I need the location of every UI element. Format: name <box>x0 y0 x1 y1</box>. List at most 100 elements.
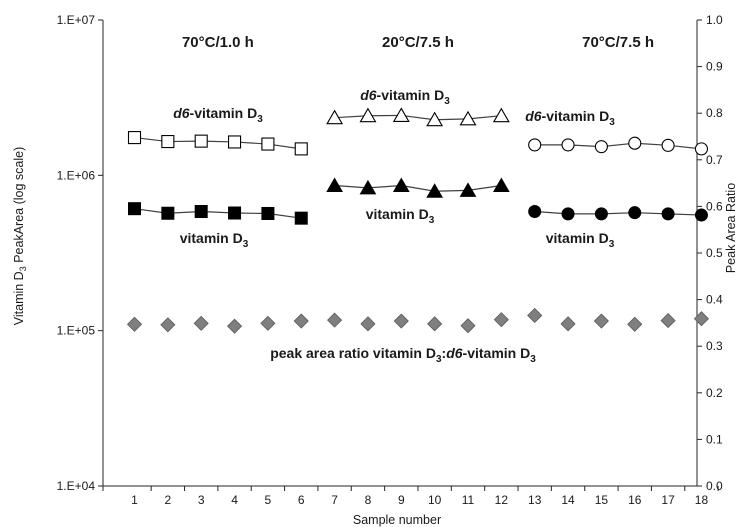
open-circle-marker <box>528 138 542 152</box>
series-line <box>534 142 702 150</box>
filled-square-marker <box>161 206 175 220</box>
diamond-marker <box>327 312 343 328</box>
series-line <box>534 210 702 216</box>
x-tick-label: 12 <box>495 493 509 507</box>
x-tick-label: 9 <box>398 493 405 507</box>
diamond-marker <box>126 316 143 332</box>
condition-header-2: 20°C/7.5 h <box>382 34 454 51</box>
diamond-marker <box>160 317 176 333</box>
open-circle-marker <box>661 138 675 152</box>
series-diamond <box>126 307 710 334</box>
y-right-tick-label: 0.6 <box>706 199 723 213</box>
series-filled-square <box>128 202 308 225</box>
diamond-marker <box>226 318 243 334</box>
x-tick-label: 10 <box>428 493 442 507</box>
series-open-triangle <box>326 107 510 127</box>
x-tick-label: 7 <box>331 493 338 507</box>
filled-square-marker <box>261 206 275 220</box>
y-right-tick-label: 1.0 <box>706 13 723 27</box>
tick-labels: 1.E+04 1.E+05 1.E+06 1.E+07 0.0 0.1 0.2 0.3 0.4 0… <box>57 13 723 507</box>
series-line <box>134 136 302 150</box>
open-square-marker <box>194 134 208 148</box>
y-left-tick-label: 1.E+06 <box>57 168 96 182</box>
diamond-marker <box>293 313 309 329</box>
y-right-tick-label: 0.0 <box>706 479 723 493</box>
annotation-d6-1: d6-vitamin D3 <box>173 105 263 125</box>
filled-triangle-marker <box>392 177 410 193</box>
y-right-tick-label: 0.1 <box>706 432 723 446</box>
y-left-tick-label: 1.E+07 <box>57 13 96 27</box>
diamond-marker <box>660 313 676 329</box>
condition-header-1: 70°C/1.0 h <box>182 34 254 51</box>
diamond-marker <box>493 312 509 328</box>
condition-headers: 70°C/1.0 h 20°C/7.5 h 70°C/7.5 h <box>182 34 654 51</box>
x-tick-label: 8 <box>365 493 372 507</box>
y-right-tick-label: 0.3 <box>706 339 723 353</box>
condition-header-3: 70°C/7.5 h <box>582 34 654 51</box>
x-axis-title: Sample number <box>353 513 441 527</box>
open-triangle-marker <box>392 107 410 122</box>
axes <box>98 19 719 491</box>
diamond-marker <box>560 316 576 332</box>
open-square-marker <box>228 135 242 149</box>
y-right-tick-label: 0.4 <box>706 293 723 307</box>
x-tick-label: 13 <box>528 493 542 507</box>
open-triangle-marker <box>359 107 377 123</box>
diamond-marker <box>593 313 609 329</box>
annotation-d6-2: d6-vitamin D3 <box>360 87 450 107</box>
y-axis-title-right: Peak Area Ratio <box>724 183 738 273</box>
annotations: d6-vitamin D3 d6-vitamin D3 d6-vitamin D3 v… <box>173 87 615 365</box>
open-circle-marker <box>561 138 575 152</box>
x-tick-label: 2 <box>165 493 172 507</box>
filled-circle-marker <box>528 205 542 219</box>
open-square-marker <box>127 131 142 145</box>
open-triangle-marker <box>426 111 444 127</box>
series-line <box>134 208 302 219</box>
annotation-ratio: peak area ratio vitamin D3:d6-vitamin D3 <box>270 345 536 365</box>
annotation-vd-3: vitamin D3 <box>546 230 615 250</box>
x-tick-label: 15 <box>595 493 609 507</box>
open-square-marker <box>294 142 308 156</box>
y-right-tick-label: 0.7 <box>706 153 723 167</box>
filled-circle-marker <box>628 206 642 220</box>
filled-triangle-marker <box>326 177 343 193</box>
annotation-vd-1: vitamin D3 <box>180 230 249 250</box>
open-circle-marker <box>694 142 709 156</box>
diamond-marker <box>627 316 643 332</box>
open-triangle-marker <box>326 109 344 125</box>
x-tick-label: 1 <box>131 493 138 507</box>
filled-triangle-marker <box>359 179 377 195</box>
series-line <box>334 114 502 121</box>
y-right-tick-label: 0.9 <box>706 60 723 74</box>
open-square-marker <box>261 137 275 151</box>
x-tick-label: 16 <box>628 493 642 507</box>
open-square-marker <box>161 135 175 149</box>
filled-circle-marker <box>561 207 575 221</box>
x-tick-label: 5 <box>265 493 272 507</box>
filled-triangle-marker <box>426 183 444 198</box>
series-filled-triangle <box>326 177 510 198</box>
x-tick-label: 3 <box>198 493 205 507</box>
diamond-marker <box>393 313 409 329</box>
y-right-tick-label: 0.8 <box>706 106 723 120</box>
series-layer <box>126 107 710 334</box>
diamond-marker <box>527 307 543 324</box>
filled-square-marker <box>228 206 242 220</box>
diamond-marker <box>193 315 209 331</box>
x-tick-label: 11 <box>462 493 475 507</box>
filled-circle-marker <box>661 207 675 221</box>
y-right-tick-label: 0.2 <box>706 386 723 400</box>
series-filled-circle <box>528 205 708 222</box>
x-tick-label: 4 <box>231 493 238 507</box>
y-right-tick-label: 0.5 <box>706 246 723 260</box>
diamond-marker <box>693 311 710 327</box>
x-tick-label: 18 <box>695 493 709 507</box>
open-triangle-marker <box>492 107 510 123</box>
annotation-vd-2: vitamin D3 <box>366 206 435 226</box>
filled-square-marker <box>294 211 308 225</box>
filled-circle-marker <box>694 208 708 222</box>
diamond-marker <box>260 315 276 331</box>
y-left-tick-label: 1.E+04 <box>57 479 96 493</box>
filled-triangle-marker <box>492 177 510 193</box>
diamond-marker <box>427 316 443 332</box>
